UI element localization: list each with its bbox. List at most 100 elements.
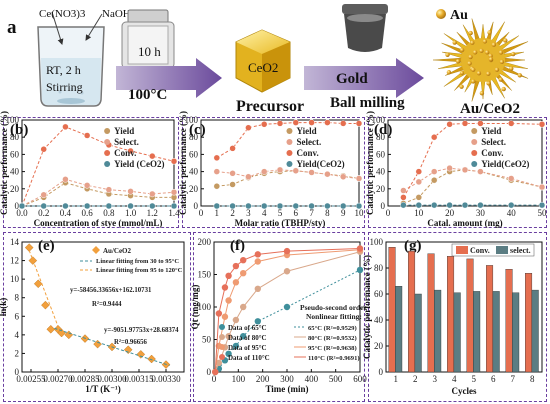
- data-point: [324, 119, 331, 126]
- data-point: [149, 202, 156, 210]
- au-particle: [499, 59, 505, 65]
- au-particle: [479, 90, 485, 96]
- x-axis-label: Catal. amount (mg): [427, 218, 502, 228]
- y-tick-label: 20: [374, 341, 384, 351]
- x-tick-label: 0: [212, 374, 217, 384]
- data-point: [254, 251, 261, 258]
- data-point: [240, 257, 247, 264]
- x-tick-label: 8: [530, 374, 535, 384]
- data-point: [477, 201, 484, 209]
- data-point: [62, 176, 69, 183]
- x-tick-label: 7: [511, 374, 516, 384]
- data-point: [292, 202, 300, 210]
- y-tick-label: 60: [10, 149, 20, 159]
- x-tick-label: 0.0: [16, 208, 28, 218]
- legend-marker: [456, 246, 468, 254]
- data-point: [83, 202, 91, 210]
- data-point: [339, 173, 347, 181]
- legend-marker: [219, 324, 225, 330]
- data-point: [254, 285, 261, 292]
- x-tick-label: 4: [452, 374, 457, 384]
- y-tick-label: 150: [198, 270, 212, 280]
- y-tick-label: 4: [15, 330, 20, 340]
- panel-d-frame: [368, 117, 547, 228]
- data-point: [324, 202, 331, 210]
- legend-label: Conv.: [470, 246, 490, 255]
- data-point: [324, 170, 331, 178]
- x-tick-label: 30: [476, 208, 486, 218]
- y-tick-label: 0: [381, 201, 386, 211]
- data-point: [477, 120, 484, 127]
- legend-box: [451, 243, 535, 257]
- y-tick-label: 100: [6, 115, 20, 125]
- series-line: [21, 126, 175, 207]
- data-point: [225, 297, 232, 304]
- y-tick-label: 200: [198, 237, 212, 247]
- y-tick-label: 100: [198, 302, 212, 312]
- legend-fit-label: 65°C (R²=0.9529): [308, 325, 357, 332]
- au-particle: [459, 47, 465, 53]
- x-tick-label: 6: [294, 208, 299, 218]
- product-label: Au/CeO2: [460, 101, 520, 117]
- arrow-2-icon: [304, 58, 424, 98]
- x-tick-label: 10: [355, 208, 365, 218]
- x-tick-label: 600: [353, 374, 367, 384]
- autoclave-icon: [121, 9, 175, 69]
- legend-marker: [219, 334, 225, 340]
- bar: [512, 292, 520, 373]
- data-point: [127, 188, 134, 195]
- x-tick-label: 4: [262, 208, 267, 218]
- panel-e-frame: [3, 232, 191, 402]
- data-point: [461, 120, 469, 127]
- data-point: [308, 202, 315, 210]
- chart-panel-e: (e)024681012140.002550.002700.002850.003…: [0, 237, 185, 394]
- au-particle: [470, 67, 476, 72]
- y-tick-label: 12: [10, 256, 19, 266]
- y-tick-label: 80: [189, 132, 199, 142]
- bar: [388, 246, 396, 373]
- chart-title: Pseudo-second order: [300, 303, 368, 312]
- fit-equation: y=-9051.97753x+28.68374: [104, 327, 179, 334]
- x-tick-label: 7: [309, 208, 314, 218]
- au-particle: [479, 48, 484, 53]
- data-point: [507, 175, 515, 182]
- legend-label: Select.: [296, 137, 321, 147]
- legend-marker: [286, 161, 293, 167]
- x-tick-label: 300: [280, 374, 294, 384]
- data-point: [240, 303, 247, 311]
- data-point: [212, 368, 219, 376]
- x-tick-label: 10: [414, 208, 424, 218]
- legend-fit-label: 80°C (R²=0.9532): [308, 335, 357, 342]
- data-point: [240, 270, 247, 277]
- data-point: [149, 152, 156, 160]
- bar: [466, 258, 474, 373]
- y-axis-label: Catalytic performance (%): [178, 111, 188, 215]
- chart-panel-d: (d) 0 20 40 60 80 100 0 10 20 30 40 50 Catal. amount …: [365, 111, 547, 228]
- data-point: [127, 202, 134, 210]
- au-particle: [446, 70, 452, 75]
- x-tick-label: 0.4: [60, 208, 72, 218]
- legend-label: Conv.: [296, 148, 318, 158]
- data-point: [93, 339, 102, 349]
- panel-label: (c): [189, 122, 206, 138]
- x-tick-label: 1: [215, 208, 220, 218]
- y-tick-label: 0: [15, 201, 20, 211]
- x-tick-label: 6: [491, 374, 496, 384]
- data-point: [213, 182, 221, 190]
- data-point: [46, 325, 56, 334]
- legend-label: Yield (CeO2): [114, 159, 164, 169]
- y-tick-label: 80: [374, 263, 384, 273]
- legend-fit-label: 110°C (R²=0.9691): [308, 355, 360, 362]
- legend-marker: [471, 161, 478, 167]
- nanoflower-petal: [502, 57, 526, 63]
- bar: [395, 286, 403, 373]
- x-axis-label: 1/T (K⁻¹): [85, 384, 121, 394]
- panel-c-frame: [182, 117, 365, 228]
- panel-b-frame: [3, 117, 179, 228]
- series-line: [216, 122, 359, 159]
- legend-label: Data of 65°C: [228, 324, 267, 332]
- x-tick-label: 0.6: [82, 208, 94, 218]
- data-point: [415, 168, 423, 175]
- panel-label: (d): [374, 122, 392, 138]
